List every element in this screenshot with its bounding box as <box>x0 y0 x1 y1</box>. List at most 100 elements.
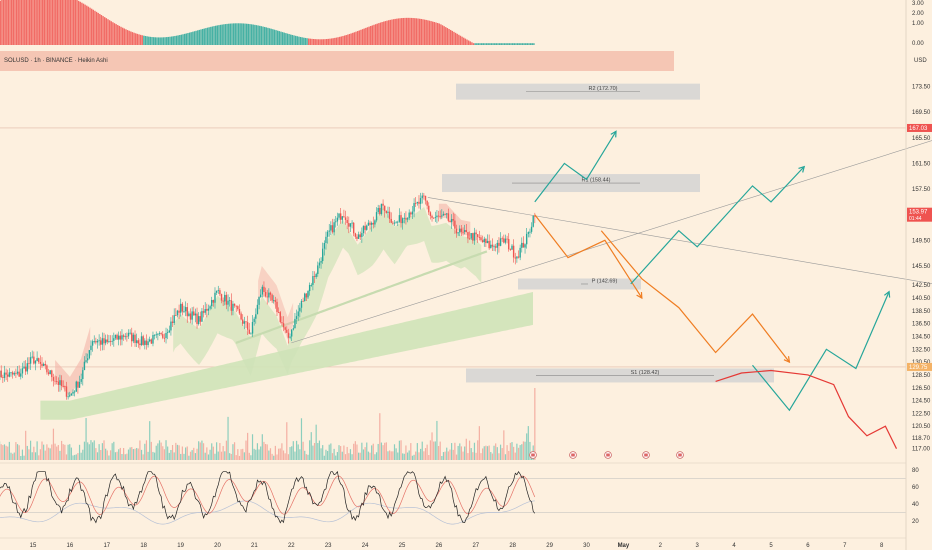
momentum-bar <box>531 43 533 45</box>
candle-body <box>2 377 4 378</box>
momentum-bar <box>123 28 126 45</box>
event-marker-glyph-0 <box>531 453 535 457</box>
momentum-bar <box>361 29 364 45</box>
candle-body <box>359 234 361 238</box>
momentum-bar <box>495 43 498 45</box>
x-axis-tick: 25 <box>399 543 406 549</box>
momentum-bar <box>311 38 313 45</box>
momentum-bar <box>66 0 68 46</box>
candle-body <box>506 238 508 240</box>
candle-body <box>90 345 92 351</box>
volume-bar <box>144 443 146 460</box>
momentum-bar <box>97 12 99 45</box>
momentum-bar <box>28 0 31 46</box>
candle-body <box>432 217 435 219</box>
candle-body <box>49 370 51 375</box>
volume-bar <box>467 453 469 460</box>
price-axis-tick: 126.50 <box>912 386 931 392</box>
volume-bar <box>351 454 353 460</box>
candle-body <box>428 205 430 213</box>
momentum-bar <box>445 27 447 45</box>
candle-body <box>508 239 510 250</box>
volume-bar <box>60 440 63 460</box>
volume-bar <box>317 443 319 460</box>
momentum-bar <box>268 28 271 45</box>
candle-body <box>157 333 159 335</box>
candle-body <box>23 366 25 369</box>
momentum-bar <box>146 36 148 45</box>
momentum-bar <box>110 21 112 45</box>
momentum-bar <box>214 25 217 45</box>
volume-bar <box>312 445 314 460</box>
candle-body <box>11 372 14 375</box>
candle-body <box>297 311 299 317</box>
x-axis-tick: 28 <box>509 543 516 549</box>
osc-axis-tick: 60 <box>912 485 919 491</box>
momentum-bar <box>308 38 310 45</box>
momentum-bar <box>121 27 124 45</box>
momentum-bar <box>249 24 251 45</box>
volume-bar <box>212 446 214 460</box>
price-badge-label-0: 167.03 <box>909 126 928 132</box>
volume-bar <box>116 451 118 460</box>
candle-body <box>392 222 394 224</box>
momentum-bar <box>242 23 245 45</box>
candle-body <box>352 222 355 234</box>
candle-body <box>204 309 206 313</box>
momentum-bar <box>314 39 316 45</box>
volume-bar <box>447 451 449 460</box>
momentum-bar <box>159 37 161 45</box>
volume-bar <box>165 440 167 460</box>
volume-bar <box>382 445 384 460</box>
top-axis-tick: 3.00 <box>912 1 924 7</box>
momentum-bar <box>436 22 439 45</box>
candle-body <box>454 220 456 229</box>
candle-body <box>406 218 409 220</box>
candle-body <box>80 379 82 382</box>
symbol-title: SOLUSD · 1h · BINANCE · Heikin Ashi <box>4 58 108 64</box>
momentum-bar <box>303 37 305 45</box>
x-axis-tick: May <box>618 543 630 549</box>
volume-bar <box>364 447 366 460</box>
momentum-bar <box>334 37 336 45</box>
candle-body <box>522 242 525 248</box>
candle-body <box>415 203 417 204</box>
momentum-bar <box>17 0 19 46</box>
volume-bar <box>245 440 247 460</box>
momentum-bar <box>210 26 212 45</box>
candle-body <box>119 335 122 340</box>
momentum-bar <box>107 19 109 45</box>
candle-body <box>374 220 376 225</box>
momentum-bar <box>32 0 34 46</box>
candle-body <box>199 316 202 322</box>
price-axis-tick: 157.50 <box>912 187 931 193</box>
candle-body <box>294 318 296 329</box>
momentum-bar <box>25 0 28 46</box>
momentum-bar <box>118 25 121 45</box>
candle-body <box>47 372 50 375</box>
momentum-bar <box>6 0 8 46</box>
volume-bar <box>268 450 270 460</box>
price-badge-label-1: 153.97 <box>909 210 928 216</box>
volume-bar <box>80 452 82 460</box>
volume-bar <box>232 444 234 460</box>
volume-bar <box>434 441 436 460</box>
candle-body <box>323 242 326 249</box>
momentum-bar <box>508 43 511 45</box>
momentum-bar <box>396 18 398 45</box>
candle-body <box>20 373 22 377</box>
candle-body <box>162 334 164 338</box>
volume-bar <box>297 444 299 460</box>
volume-bar <box>488 445 490 460</box>
momentum-bar <box>236 23 238 45</box>
momentum-bar <box>247 23 250 45</box>
candle-body <box>462 231 464 233</box>
momentum-bar <box>200 29 202 45</box>
candle-body <box>255 314 257 319</box>
candle-body <box>274 300 277 302</box>
candle-body <box>364 225 366 230</box>
momentum-bar <box>432 21 434 45</box>
candle-body <box>181 303 184 312</box>
volume-bar <box>132 449 134 460</box>
candle-body <box>499 238 502 246</box>
